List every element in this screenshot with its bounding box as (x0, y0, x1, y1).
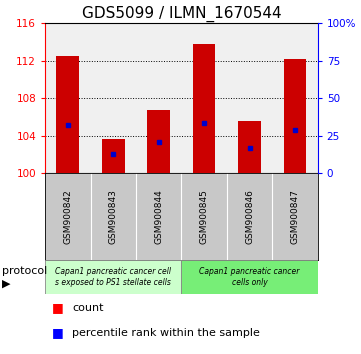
Bar (284, 59, 306, 173)
Text: GSM900844: GSM900844 (154, 189, 163, 244)
Text: percentile rank within the sample: percentile rank within the sample (72, 328, 260, 338)
Text: GSM900843: GSM900843 (109, 189, 118, 244)
Text: GSM900847: GSM900847 (291, 189, 300, 244)
Text: Capan1 pancreatic cancer cell
s exposed to PS1 stellate cells: Capan1 pancreatic cancer cell s exposed … (55, 267, 171, 287)
Text: ■: ■ (52, 302, 64, 314)
FancyBboxPatch shape (181, 260, 318, 294)
Text: GSM900845: GSM900845 (200, 189, 209, 244)
Text: ■: ■ (52, 326, 64, 339)
FancyBboxPatch shape (45, 260, 181, 294)
Bar (193, 44, 216, 173)
Text: count: count (72, 303, 104, 313)
Bar (238, 121, 261, 173)
Text: protocol: protocol (2, 266, 47, 276)
Text: GSM900842: GSM900842 (63, 189, 72, 244)
Text: ▶: ▶ (2, 278, 10, 289)
Bar (147, 109, 170, 173)
Bar (102, 139, 125, 173)
Text: Capan1 pancreatic cancer
cells only: Capan1 pancreatic cancer cells only (199, 267, 300, 287)
Title: GDS5099 / ILMN_1670544: GDS5099 / ILMN_1670544 (82, 5, 281, 22)
Text: GSM900846: GSM900846 (245, 189, 254, 244)
Bar (56, 56, 79, 173)
